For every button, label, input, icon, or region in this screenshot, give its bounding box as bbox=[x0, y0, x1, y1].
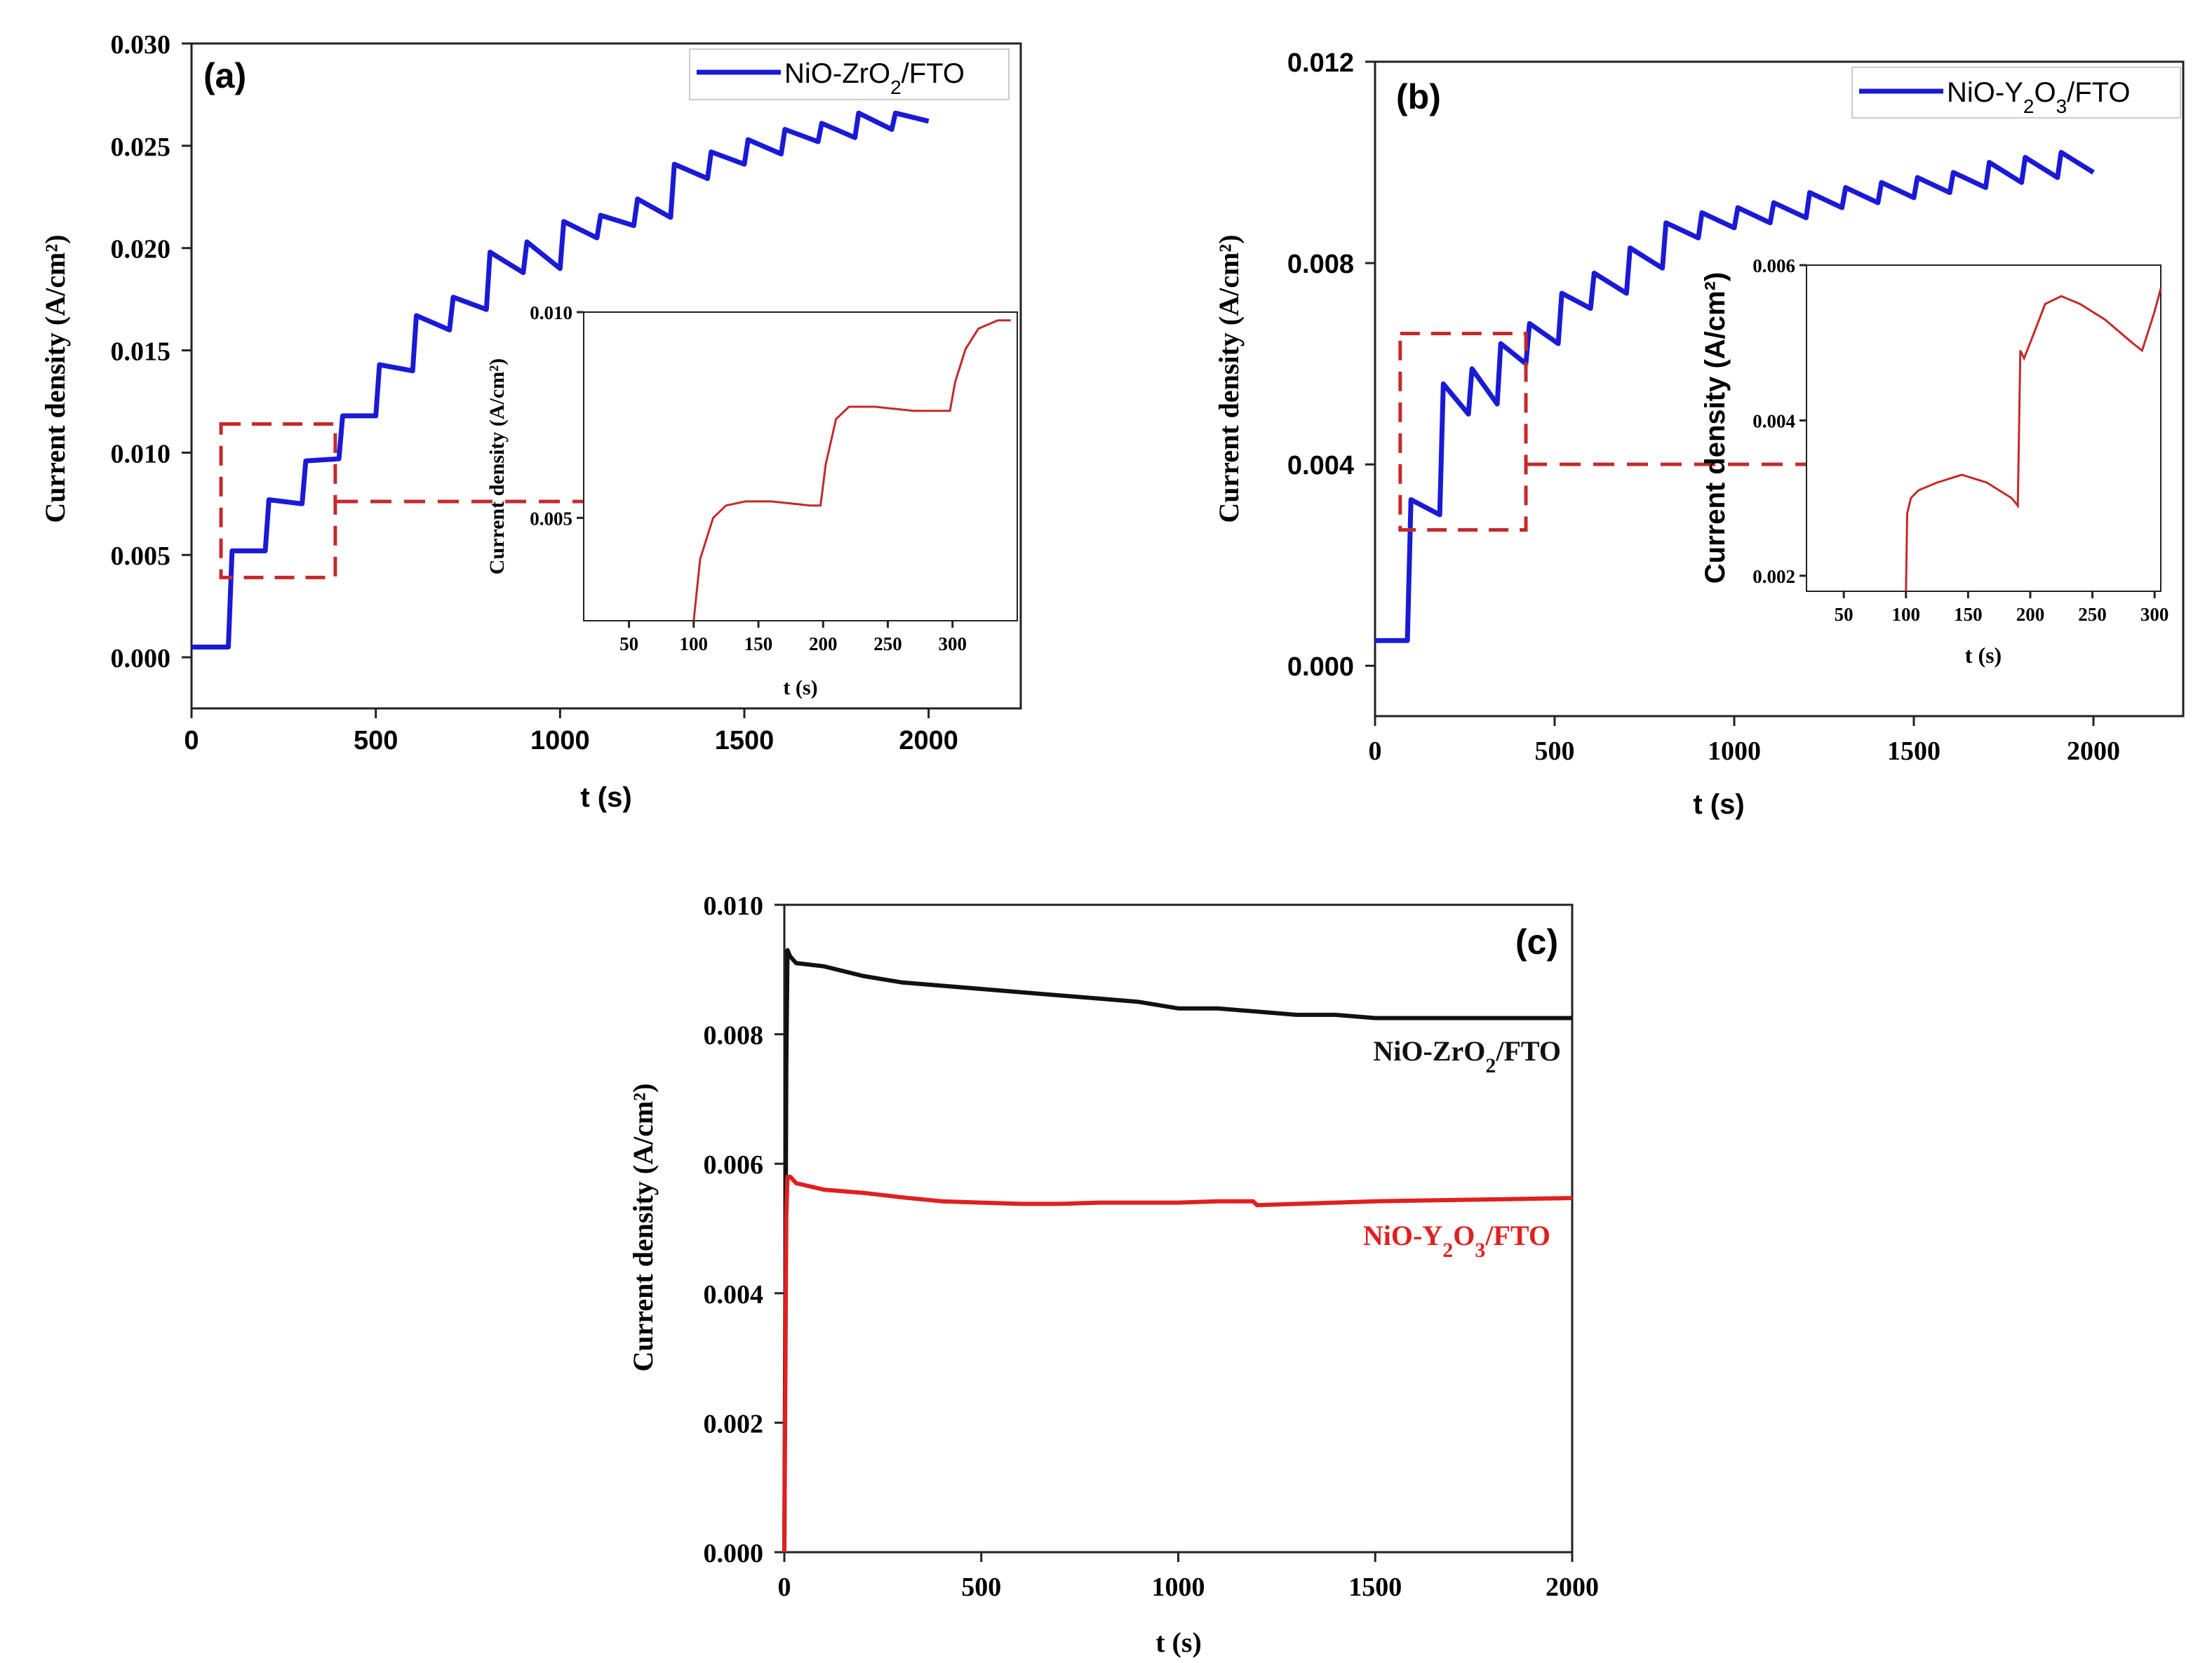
x-tick-label: 500 bbox=[961, 1573, 1001, 1602]
x-tick-label: 200 bbox=[809, 633, 838, 654]
panel-c: 0.000 0.002 0.004 0.006 0.008 0.010 0 500 1000 1… bbox=[627, 891, 1599, 1658]
inset-y-axis-b: 0.002 0.004 0.006 bbox=[1752, 255, 1807, 587]
x-axis-label-c: t (s) bbox=[1155, 1627, 1202, 1658]
x-tick-label: 100 bbox=[1892, 604, 1921, 625]
x-tick-label: 1500 bbox=[1348, 1573, 1402, 1602]
x-tick-label: 50 bbox=[1835, 604, 1854, 625]
inset-frame-b bbox=[1806, 264, 2161, 592]
x-tick-label: 300 bbox=[2140, 604, 2169, 625]
x-tick-label: 1000 bbox=[530, 726, 590, 755]
y-tick-label: 0.004 bbox=[1287, 451, 1354, 480]
x-tick-label: 0 bbox=[184, 726, 199, 755]
y-tick-label: 0.002 bbox=[704, 1409, 764, 1439]
inset-x-axis-b: 50 100 150 200 250 300 bbox=[1835, 591, 2169, 625]
y-tick-label: 0.000 bbox=[1287, 652, 1354, 682]
x-tick-label: 2000 bbox=[899, 726, 958, 755]
y-tick-label: 0.010 bbox=[704, 891, 764, 921]
y-axis-c: 0.000 0.002 0.004 0.006 0.008 0.010 bbox=[704, 891, 784, 1568]
panel-label-c: (c) bbox=[1515, 922, 1558, 962]
x-tick-label: 0 bbox=[778, 1573, 791, 1602]
x-tick-label: 200 bbox=[2016, 604, 2045, 625]
x-tick-label: 150 bbox=[1954, 604, 1983, 625]
y-tick-label: 0.025 bbox=[111, 133, 171, 162]
y-tick-label: 0.002 bbox=[1752, 566, 1795, 587]
x-axis-label-b: t (s) bbox=[1693, 789, 1744, 820]
y-tick-label: 0.004 bbox=[1752, 410, 1795, 431]
plot-frame-b bbox=[1374, 60, 2185, 718]
x-tick-label: 0 bbox=[1369, 736, 1382, 766]
x-axis-b: 0 500 1000 1500 2000 bbox=[1369, 716, 2120, 766]
inset-y-axis-a: 0.005 0.010 bbox=[530, 302, 584, 529]
x-tick-label: 50 bbox=[619, 633, 638, 654]
data-line-c-nio-zro2 bbox=[782, 948, 1572, 1553]
inset-x-label-a: t (s) bbox=[783, 676, 817, 699]
data-line-c-nio-y2o3 bbox=[782, 1174, 1573, 1553]
y-tick-label: 0.030 bbox=[111, 30, 171, 60]
y-tick-label: 0.012 bbox=[1287, 48, 1354, 78]
y-tick-label: 0.005 bbox=[530, 508, 572, 529]
legend-label-b: NiO-Y2O3/FTO bbox=[1947, 77, 2131, 117]
x-tick-label: 250 bbox=[2078, 604, 2107, 625]
x-tick-label: 500 bbox=[1535, 736, 1575, 766]
y-axis-a: 0.000 0.005 0.010 0.015 0.020 0.025 0.030 bbox=[111, 30, 192, 673]
y-tick-label: 0.000 bbox=[111, 644, 171, 673]
inset-x-label-b: t (s) bbox=[1965, 642, 2002, 668]
y-axis-label-c: Current density (A/cm²) bbox=[627, 1083, 659, 1371]
y-tick-label: 0.004 bbox=[704, 1280, 764, 1309]
x-tick-label: 300 bbox=[939, 633, 967, 654]
y-tick-label: 0.010 bbox=[111, 439, 171, 469]
y-axis-label-a: Current density (A/cm²) bbox=[39, 234, 71, 523]
x-tick-label: 250 bbox=[873, 633, 902, 654]
x-tick-label: 2000 bbox=[2067, 736, 2120, 766]
x-tick-label: 100 bbox=[680, 633, 709, 654]
y-tick-label: 0.010 bbox=[530, 302, 572, 323]
data-line-b-nio-y2o3 bbox=[1375, 149, 2095, 643]
data-line-a-nio-zro2 bbox=[192, 110, 930, 649]
panel-label-a: (a) bbox=[203, 56, 246, 95]
y-axis-b: 0.000 0.004 0.008 0.012 bbox=[1287, 48, 1375, 682]
x-tick-label: 1000 bbox=[1152, 1573, 1205, 1602]
y-axis-label-b: Current density (A/cm²) bbox=[1213, 234, 1245, 523]
panel-label-b: (b) bbox=[1396, 77, 1441, 116]
panel-b: 0.000 0.004 0.008 0.012 0 500 1000 1500 2000 Cu… bbox=[1213, 48, 2185, 820]
y-tick-label: 0.015 bbox=[111, 337, 171, 367]
y-tick-label: 0.008 bbox=[1287, 250, 1354, 279]
x-tick-label: 500 bbox=[354, 726, 398, 755]
x-tick-label: 150 bbox=[744, 633, 773, 654]
legend-box-a bbox=[689, 48, 1010, 100]
x-tick-label: 1500 bbox=[715, 726, 775, 755]
y-tick-label: 0.000 bbox=[704, 1539, 764, 1568]
x-tick-label: 1500 bbox=[1887, 736, 1940, 766]
x-axis-label-a: t (s) bbox=[580, 782, 631, 813]
x-tick-label: 1000 bbox=[1708, 736, 1761, 766]
y-tick-label: 0.006 bbox=[1752, 255, 1795, 276]
x-axis-c: 0 500 1000 1500 2000 bbox=[778, 1552, 1599, 1602]
inset-line-b bbox=[1905, 288, 2162, 592]
zoom-box-b bbox=[1398, 332, 1528, 532]
legend-label-a: NiO-ZrO2/FTO bbox=[784, 58, 965, 98]
series-label-c-nio-zro2: NiO-ZrO2/FTO bbox=[1373, 1035, 1561, 1077]
inset-x-axis-a: 50 100 150 200 250 300 bbox=[619, 621, 967, 654]
x-axis-a: 0 500 1000 1500 2000 bbox=[184, 708, 958, 755]
y-tick-label: 0.008 bbox=[704, 1021, 764, 1051]
y-tick-label: 0.006 bbox=[704, 1150, 764, 1180]
y-tick-label: 0.020 bbox=[111, 235, 171, 264]
y-tick-label: 0.005 bbox=[111, 541, 171, 571]
inset-line-a bbox=[692, 319, 1011, 621]
zoom-box-a bbox=[219, 422, 337, 579]
series-label-c-nio-y2o3: NiO-Y2O3/FTO bbox=[1363, 1220, 1550, 1262]
inset-y-label-b: Current density (A/cm²) bbox=[1700, 272, 1731, 584]
plot-frame-a bbox=[190, 42, 1022, 710]
inset-y-label-a: Current density (A/cm²) bbox=[485, 358, 509, 574]
x-tick-label: 2000 bbox=[1546, 1573, 1599, 1602]
inset-frame-a bbox=[583, 311, 1018, 621]
